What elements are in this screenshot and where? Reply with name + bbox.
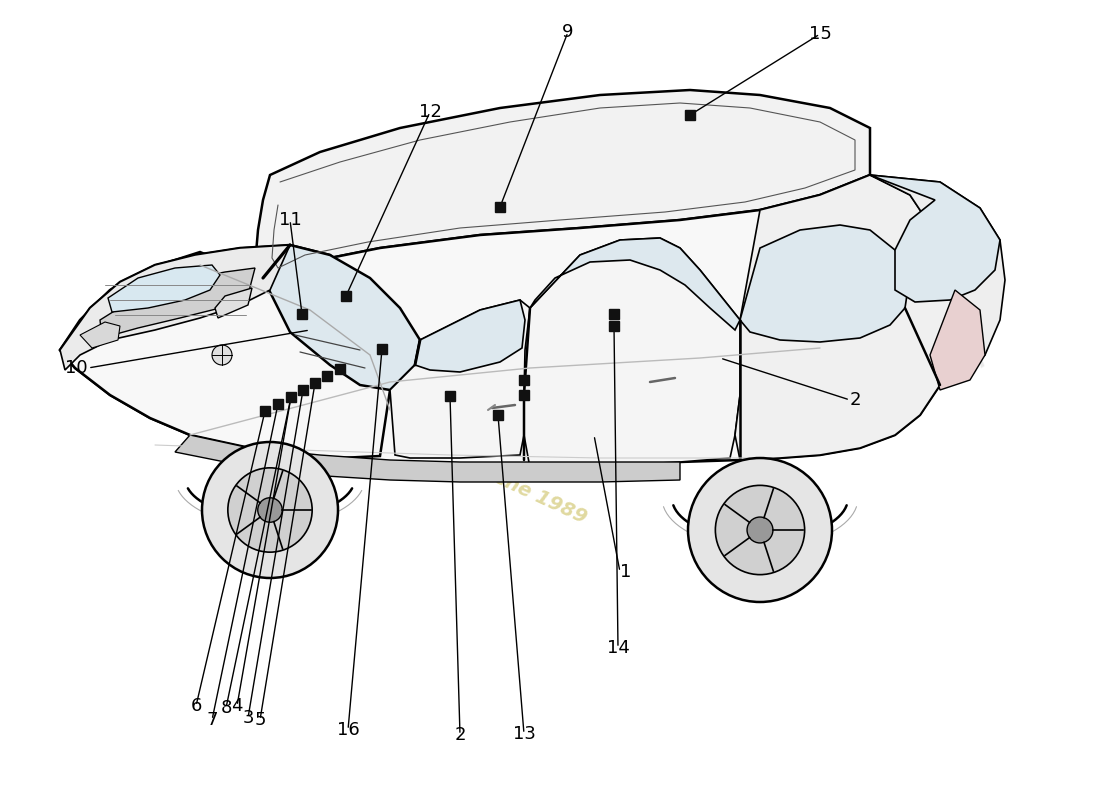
Bar [297,309,307,319]
Polygon shape [60,245,290,370]
Text: 11: 11 [278,211,301,229]
Bar [260,406,270,416]
Circle shape [212,345,232,365]
Polygon shape [108,265,220,312]
Polygon shape [740,225,910,342]
Polygon shape [100,268,255,338]
Polygon shape [60,175,955,468]
Circle shape [715,486,804,574]
Polygon shape [60,245,390,458]
Text: 14: 14 [606,639,629,657]
Polygon shape [255,90,870,278]
Text: 13: 13 [513,725,536,743]
Polygon shape [870,175,1000,302]
Circle shape [257,498,283,522]
Bar [446,391,455,401]
Polygon shape [214,288,252,318]
Bar [336,364,345,374]
Circle shape [747,517,773,543]
Bar [519,375,529,385]
Text: 9: 9 [562,23,574,41]
Polygon shape [530,238,740,330]
Text: 2: 2 [850,391,861,409]
Bar [286,392,296,402]
Text: 2: 2 [454,726,465,744]
Bar [341,291,351,301]
Bar [609,321,619,331]
Bar [685,110,695,120]
Bar [322,371,332,381]
Text: 10: 10 [65,359,88,377]
Polygon shape [390,300,535,458]
Bar [310,378,320,388]
Circle shape [202,442,338,578]
Polygon shape [930,290,984,390]
Bar [273,399,283,409]
Text: 16: 16 [337,721,360,739]
Polygon shape [175,435,680,482]
Text: 1989: 1989 [937,212,982,268]
Text: 5: 5 [254,711,266,729]
Text: EUROSPARES: EUROSPARES [854,195,987,385]
Polygon shape [415,300,525,372]
Polygon shape [263,245,420,390]
Bar [519,390,529,400]
Bar [298,385,308,395]
Text: 12: 12 [419,103,441,121]
Circle shape [228,468,312,552]
Text: 4: 4 [231,697,243,715]
Text: 7: 7 [207,711,218,729]
Bar [609,309,619,319]
Bar [377,344,387,354]
Text: passion for porsche 1989: passion for porsche 1989 [330,393,590,527]
Circle shape [688,458,832,602]
Text: 1: 1 [620,563,631,581]
Polygon shape [524,238,745,468]
Text: 6: 6 [190,697,201,715]
Polygon shape [80,322,120,348]
Polygon shape [735,175,955,460]
Text: 15: 15 [808,25,832,43]
Polygon shape [870,175,1005,380]
Bar [493,410,503,420]
Bar [495,202,505,212]
Text: 3: 3 [242,709,254,727]
Text: 8: 8 [220,699,232,717]
